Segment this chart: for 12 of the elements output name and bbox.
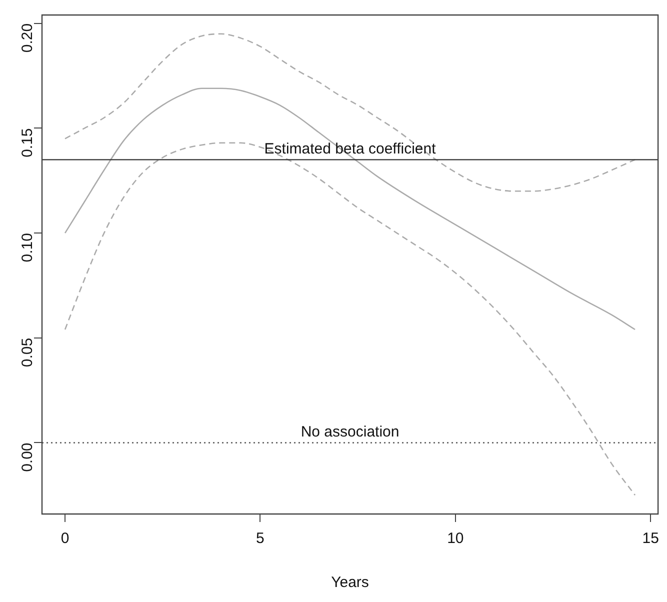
y-tick-label: 0.00	[19, 442, 36, 472]
y-tick-label: 0.05	[19, 338, 36, 368]
x-axis-title: Years	[331, 574, 369, 592]
x-tick-label: 5	[256, 530, 264, 548]
y-tick-label: 0.10	[19, 233, 36, 262]
x-tick-label: 15	[642, 530, 659, 548]
y-tick-label: 0.20	[19, 23, 36, 53]
ref-line-label: No association	[300, 423, 400, 440]
x-tick-label: 0	[60, 530, 70, 548]
y-tick-label: 0.15	[19, 128, 36, 158]
x-tick-label: 10	[447, 530, 464, 548]
ref-line-label: Estimated beta coefficient	[264, 140, 437, 158]
